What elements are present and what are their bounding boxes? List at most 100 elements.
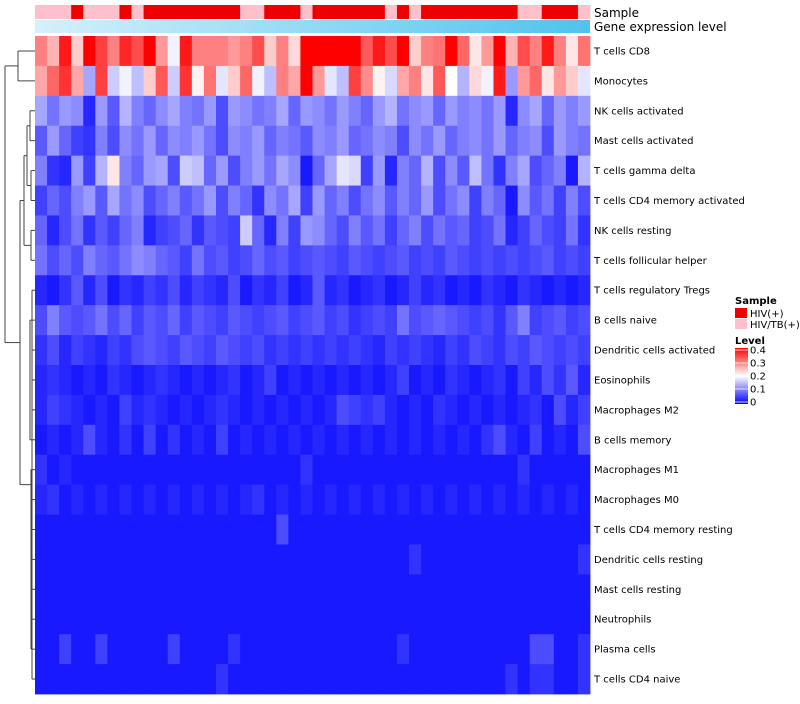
legend-sample-title: Sample: [735, 296, 777, 307]
heatmap-cell: [300, 514, 313, 545]
heatmap-cell: [59, 544, 72, 575]
heatmap-cell: [119, 215, 132, 246]
heatmap-cell: [155, 454, 169, 486]
heatmap-cell: [107, 514, 120, 545]
heatmap-cell: [505, 514, 519, 545]
heatmap-cell: [360, 95, 374, 127]
heatmap-cell: [155, 305, 169, 336]
heatmap-cell: [191, 95, 205, 127]
heatmap-cell: [445, 574, 458, 605]
heatmap-cell: [541, 484, 555, 515]
heatmap-cell: [517, 365, 531, 396]
heatmap-cell: [143, 125, 157, 157]
heatmap-cell: [384, 335, 398, 366]
heatmap-cell: [457, 394, 470, 426]
heatmap-cell: [179, 454, 193, 486]
heatmap-cell: [35, 335, 48, 366]
heatmap-cell: [505, 424, 519, 456]
heatmap-cell: [143, 245, 157, 276]
heatmap-cell: [107, 305, 120, 336]
heatmap-cell: [372, 544, 386, 575]
heatmap-cell: [131, 215, 144, 246]
row-label: T cells CD4 memory activated: [593, 196, 745, 207]
heatmap-cell: [167, 275, 181, 306]
heatmap-cell: [131, 305, 144, 336]
heatmap-cell: [421, 634, 434, 665]
sample-annotation-cell: [83, 5, 96, 19]
heatmap-cell: [481, 634, 494, 665]
heatmap-cell: [47, 574, 60, 605]
heatmap-cell: [517, 335, 531, 366]
heatmap-cell: [312, 215, 325, 246]
heatmap-cell: [493, 365, 506, 396]
heatmap-cell: [517, 664, 531, 695]
heatmap-cell: [469, 335, 482, 366]
heatmap-cell: [107, 454, 120, 486]
heatmap-cell: [59, 454, 72, 486]
heatmap-cell: [119, 335, 132, 366]
heatmap-cell: [493, 215, 506, 246]
heatmap-cell: [360, 664, 374, 695]
heatmap-cell: [517, 275, 531, 306]
row-label: NK cells resting: [594, 226, 671, 237]
row-label: Dendritic cells resting: [594, 555, 703, 566]
heatmap-cell: [228, 394, 241, 426]
heatmap-cell: [203, 454, 217, 486]
heatmap-cell: [481, 185, 494, 216]
heatmap-cell: [312, 155, 325, 186]
heatmap-cell: [577, 604, 591, 635]
heatmap-cell: [529, 634, 543, 665]
heatmap-cell: [83, 544, 96, 575]
heatmap-cell: [493, 544, 506, 575]
heatmap-cell: [107, 95, 120, 127]
heatmap-cell: [348, 634, 362, 665]
heatmap-cell: [457, 664, 470, 695]
heatmap-cell: [312, 305, 325, 336]
heatmap-cell: [312, 514, 325, 545]
sample-annotation-cell: [457, 5, 470, 19]
heatmap-cell: [421, 454, 434, 486]
heatmap-cell: [541, 305, 555, 336]
heatmap-cell: [553, 634, 567, 665]
heatmap-cell: [445, 484, 458, 515]
heatmap-cell: [481, 484, 494, 515]
heatmap-cell: [276, 155, 289, 186]
heatmap-cell: [240, 36, 253, 67]
heatmap-cell: [433, 245, 446, 276]
heatmap-cell: [276, 305, 289, 336]
heatmap-cell: [421, 245, 434, 276]
heatmap-cell: [228, 125, 241, 157]
heatmap-cell: [215, 95, 229, 127]
heatmap-cell: [409, 664, 422, 695]
heatmap-cell: [324, 275, 338, 306]
heatmap-cell: [324, 394, 338, 426]
heatmap-cell: [493, 36, 506, 67]
heatmap-cell: [288, 514, 301, 545]
heatmap-cell: [529, 664, 543, 695]
heatmap-cell: [360, 604, 374, 635]
heatmap-cell: [372, 245, 386, 276]
heatmap-cell: [95, 394, 108, 426]
heatmap-cell: [252, 245, 265, 276]
heatmap-cell: [505, 155, 519, 186]
heatmap-cell: [228, 36, 241, 67]
sample-annotation-cell: [107, 5, 120, 19]
heatmap-cell: [288, 185, 301, 216]
heatmap-cell: [409, 634, 422, 665]
heatmap-cell: [155, 36, 169, 67]
heatmap-cell: [505, 634, 519, 665]
heatmap-cell: [252, 185, 265, 216]
heatmap-cell: [264, 155, 277, 186]
sample-annotation-cell: [312, 5, 325, 19]
heatmap-cell: [505, 484, 519, 515]
heatmap-cell: [191, 125, 205, 157]
heatmap-cell: [433, 424, 446, 456]
heatmap-cell: [409, 394, 422, 426]
heatmap-cell: [384, 275, 398, 306]
sample-annotation-cell: [203, 5, 217, 19]
heatmap-cell: [288, 36, 301, 67]
heatmap-cell: [143, 484, 157, 515]
heatmap-cell: [203, 305, 217, 336]
heatmap-cell: [553, 574, 567, 605]
heatmap-cell: [35, 634, 48, 665]
